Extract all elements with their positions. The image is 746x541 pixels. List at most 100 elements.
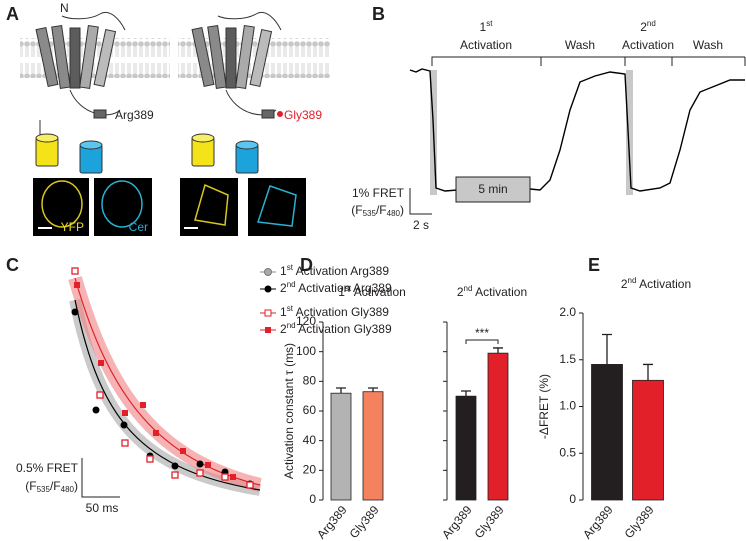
micrograph <box>180 178 238 236</box>
legend-text: Activation Gly389 <box>293 305 389 319</box>
time-box <box>455 176 531 203</box>
bar <box>591 364 623 501</box>
ordinal: 2 <box>280 322 287 336</box>
points <box>71 267 254 489</box>
title-text: 1 <box>338 285 345 299</box>
title-text: Activation <box>351 285 406 299</box>
legend-entry: 2nd Activation Arg389 <box>280 280 392 295</box>
panel-label: C <box>6 255 19 275</box>
phase-label: 1st <box>480 19 494 34</box>
panel-c: 1st Activation Arg389 2nd Activation Arg… <box>16 263 392 515</box>
scale-label: (F535/F480) <box>351 203 404 218</box>
unit-part: /F <box>50 479 61 493</box>
chart-title: 2nd Activation <box>621 276 691 291</box>
scale-bar <box>409 188 432 215</box>
bracket <box>431 56 746 66</box>
y-tick-label: 120 <box>296 314 316 328</box>
phase-label: Activation <box>460 38 512 52</box>
unit-part: 535 <box>363 209 377 218</box>
receptor <box>35 12 126 174</box>
title-text: 2 <box>621 277 628 291</box>
phase-label: Activation <box>622 38 674 52</box>
ordinal-suffix: st <box>486 19 493 28</box>
panel-b: 1st Activation Wash 2nd Activation Wash … <box>351 19 746 232</box>
legend-entry: 1st Activation Gly389 <box>280 304 389 319</box>
y-tick-label: 40 <box>303 433 317 447</box>
bar <box>455 395 477 501</box>
panel-label: A <box>6 4 19 24</box>
scale-label: (F535/F480) <box>25 479 78 494</box>
chart-title: 2nd Activation <box>457 284 527 299</box>
n-terminus-label: N <box>60 1 69 15</box>
legend-text: Activation Gly389 <box>296 322 392 336</box>
legend-entry: 2nd Activation Gly389 <box>280 321 392 336</box>
bar <box>362 391 384 501</box>
receptor <box>191 12 283 174</box>
ordinal: 1 <box>280 305 287 319</box>
ordinal-suffix: nd <box>647 19 656 28</box>
bar <box>632 379 664 501</box>
channel-label: Cer <box>129 220 148 234</box>
title-text: Activation <box>636 277 691 291</box>
ordinal: 2 <box>640 20 647 34</box>
points <box>74 282 236 480</box>
legend-text: Activation Arg389 <box>293 264 389 278</box>
unit-part: 480 <box>387 209 401 218</box>
y-tick-label: 0.5 <box>559 445 576 459</box>
ordinal-suffix: st <box>345 284 352 293</box>
fit-curve <box>74 299 261 491</box>
y-tick-label: 80 <box>303 374 317 388</box>
y-tick-label: 0 <box>569 492 576 506</box>
significance-bracket <box>465 339 499 344</box>
channel-label: YFP <box>61 220 84 234</box>
y-axis-label: Activation constant τ (ms) <box>282 343 296 479</box>
chart-title: 1st Activation <box>338 284 406 299</box>
time-box-label: 5 min <box>478 182 507 196</box>
micrograph <box>248 178 306 236</box>
ordinal: 2 <box>280 281 287 295</box>
y-tick-label: 60 <box>303 403 317 417</box>
panel-label: D <box>300 255 313 275</box>
y-tick-label: 2.0 <box>559 305 576 319</box>
panel-label: E <box>588 255 600 275</box>
y-tick-label: 0 <box>309 492 316 506</box>
unit-part: ) <box>400 203 404 217</box>
y-tick-label: 1.5 <box>559 352 576 366</box>
unit-part: (F <box>25 479 36 493</box>
phase-label: Wash <box>693 38 723 52</box>
scale-label: 1% FRET <box>352 186 405 200</box>
y-tick-label: 100 <box>296 344 316 358</box>
scale-bar <box>81 458 120 498</box>
ordinal-suffix: nd <box>628 276 637 285</box>
scale-label: 0.5% FRET <box>16 461 79 475</box>
unit-part: 480 <box>61 485 75 494</box>
ordinal-suffix: st <box>287 304 294 313</box>
x-tick-label: Arg389 <box>314 503 350 541</box>
ordinal-suffix: nd <box>464 284 473 293</box>
x-tick-label: Gly389 <box>472 503 507 541</box>
unit-part: 535 <box>37 485 51 494</box>
scale-label: 2 s <box>413 218 429 232</box>
panel-a: N Arg389 Gly389 YFP Cer <box>20 1 330 236</box>
legend-entry: 1st Activation Arg389 <box>280 263 389 278</box>
x-tick-label: Gly389 <box>347 503 382 541</box>
y-tick-label: 20 <box>303 463 317 477</box>
y-axis-label: -ΔFRET (%) <box>537 374 551 439</box>
legend: 1st Activation Arg389 2nd Activation Arg… <box>260 263 392 336</box>
ordinal: 1 <box>280 264 287 278</box>
legend-text: Activation Arg389 <box>296 281 392 295</box>
panel-label: B <box>372 4 385 24</box>
ordinal: 1 <box>480 20 487 34</box>
unit-part: /F <box>376 203 387 217</box>
y-tick-label: 1.0 <box>559 399 576 413</box>
significance-label: *** <box>475 326 489 340</box>
phase-label: Wash <box>565 38 595 52</box>
title-text: Activation <box>472 285 527 299</box>
variant-label: Gly389 <box>284 108 322 122</box>
scale-label: 50 ms <box>86 501 119 515</box>
ordinal-suffix: nd <box>287 280 296 289</box>
stimulus-band <box>626 70 633 195</box>
bar <box>487 352 509 501</box>
fret-trace <box>409 68 745 193</box>
